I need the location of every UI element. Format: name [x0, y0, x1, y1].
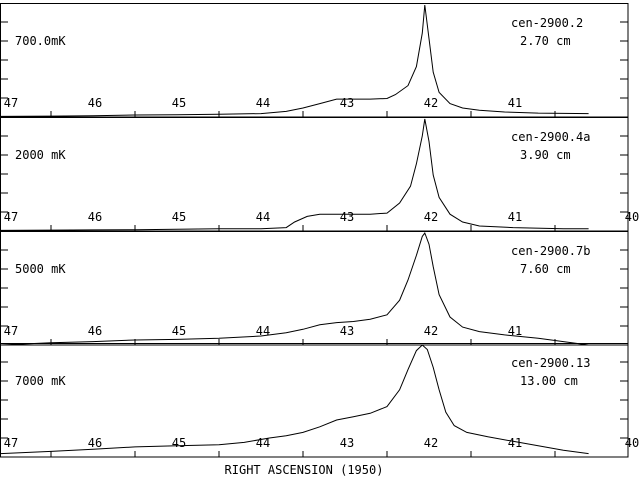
x-tick-label: 47: [4, 324, 18, 338]
x-tick-label: 44: [256, 324, 270, 338]
x-tick-label: 42: [424, 210, 438, 224]
wavelength-label: 13.00 cm: [520, 374, 578, 388]
x-tick-label-edge: 40: [625, 436, 639, 450]
x-tick-label: 42: [424, 96, 438, 110]
source-label: cen-2900.2: [511, 16, 583, 30]
x-tick-label: 41: [508, 96, 522, 110]
x-tick-label: 46: [88, 96, 102, 110]
source-label: cen-2900.4a: [511, 130, 590, 144]
spectrum-curve: [0, 231, 589, 346]
x-tick-label: 45: [172, 436, 186, 450]
x-tick-label: 47: [4, 436, 18, 450]
x-tick-label: 46: [88, 324, 102, 338]
x-tick-label: 42: [424, 324, 438, 338]
x-tick-label: 47: [4, 210, 18, 224]
x-tick-label: 43: [340, 210, 354, 224]
x-tick-label: 41: [508, 210, 522, 224]
spectrum-curve: [0, 344, 589, 455]
x-tick-label: 45: [172, 210, 186, 224]
x-tick-label: 43: [340, 324, 354, 338]
source-label: cen-2900.7b: [511, 244, 590, 258]
spectrum-curve: [0, 118, 589, 231]
x-axis-label: RIGHT ASCENSION (1950): [225, 463, 384, 477]
wavelength-label: 3.90 cm: [520, 148, 571, 162]
x-tick-label: 43: [340, 96, 354, 110]
wavelength-label: 7.60 cm: [520, 262, 571, 276]
x-tick-label: 46: [88, 436, 102, 450]
x-tick-label: 45: [172, 324, 186, 338]
scale-label: 5000 mK: [15, 262, 66, 276]
x-tick-label: 41: [508, 324, 522, 338]
source-label: cen-2900.13: [511, 356, 590, 370]
x-tick-label: 44: [256, 210, 270, 224]
scale-label: 700.0mK: [15, 34, 66, 48]
x-tick-label: 43: [340, 436, 354, 450]
scale-label: 2000 mK: [15, 148, 66, 162]
wavelength-label: 2.70 cm: [520, 34, 571, 48]
x-tick-label: 47: [4, 96, 18, 110]
x-tick-label: 45: [172, 96, 186, 110]
x-tick-label-edge: 40: [625, 210, 639, 224]
spectrum-curve: [0, 4, 589, 117]
scale-label: 7000 mK: [15, 374, 66, 388]
x-tick-label: 41: [508, 436, 522, 450]
x-tick-label: 46: [88, 210, 102, 224]
x-tick-label: 44: [256, 96, 270, 110]
x-tick-label: 42: [424, 436, 438, 450]
